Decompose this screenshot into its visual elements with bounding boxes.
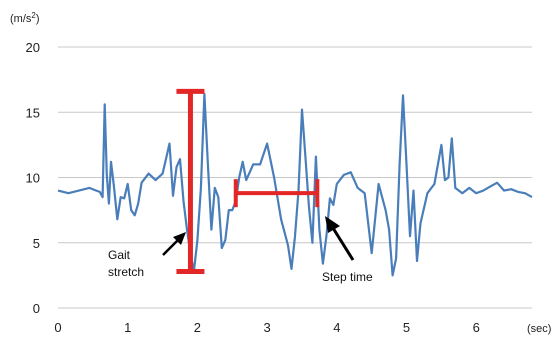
step-time-label: Step time [322, 270, 373, 284]
gait-label-line2: stretch [108, 265, 144, 279]
x-tick-2: 2 [194, 320, 201, 335]
step-arrow-head [325, 216, 340, 233]
x-axis-ticks: 0 1 2 3 4 5 6 [54, 320, 479, 335]
x-tick-4: 4 [333, 320, 340, 335]
series-line [57, 92, 533, 277]
y-tick-3: 15 [26, 105, 40, 120]
gait-stretch-marker [176, 88, 205, 274]
x-axis-unit: (sec) [527, 323, 551, 335]
x-tick-0: 0 [54, 320, 61, 335]
gait-label-line1: Gait [108, 248, 131, 262]
y-tick-1: 5 [33, 236, 40, 251]
step-time-marker [233, 179, 320, 208]
x-tick-1: 1 [124, 320, 131, 335]
x-tick-5: 5 [403, 320, 410, 335]
y-axis-unit: (m/s2) [10, 11, 40, 25]
gridlines [58, 46, 532, 309]
y-axis-ticks: 0 5 10 15 20 [26, 40, 40, 316]
x-tick-6: 6 [473, 320, 480, 335]
x-tick-3: 3 [264, 320, 271, 335]
y-tick-2: 10 [26, 171, 40, 186]
y-tick-0: 0 [33, 301, 40, 316]
gait-arrow-head [173, 232, 186, 245]
step-arrow-shaft [331, 227, 355, 261]
y-tick-4: 20 [26, 40, 40, 55]
